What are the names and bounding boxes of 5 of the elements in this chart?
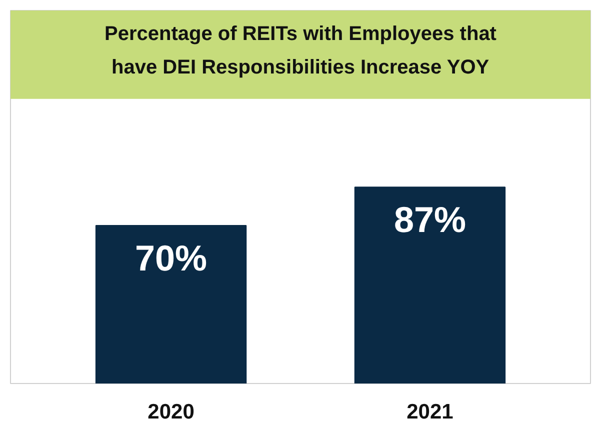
chart-title: Percentage of REITs with Employees that have DEI Responsibilities Increase YOY — [104, 23, 497, 78]
data-label: 87% — [394, 199, 466, 240]
data-label: 70% — [135, 238, 208, 279]
x-tick-label: 2021 — [406, 400, 454, 423]
x-tick-label: 2020 — [148, 400, 194, 423]
